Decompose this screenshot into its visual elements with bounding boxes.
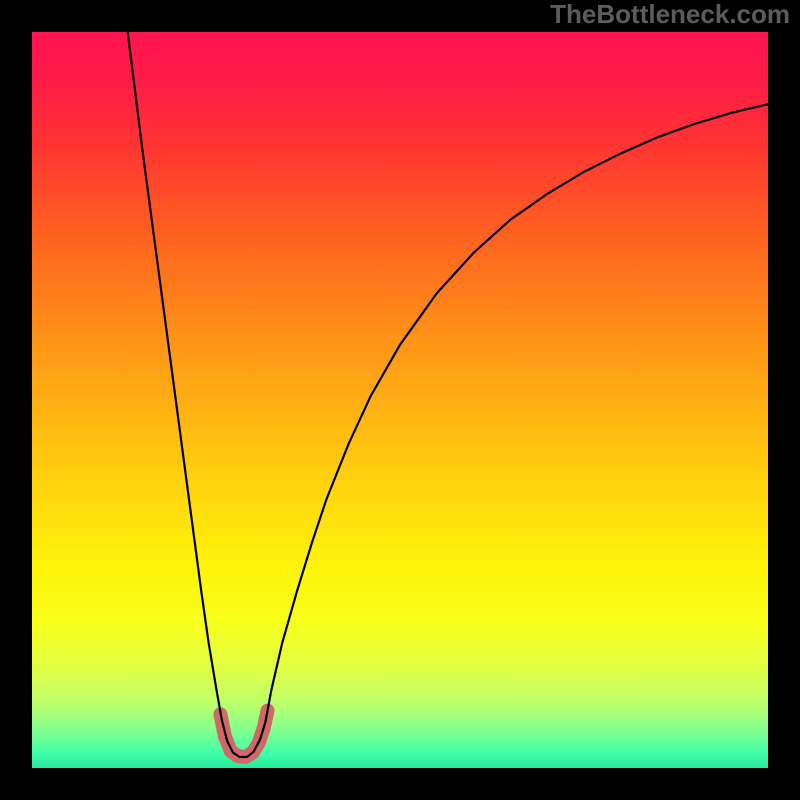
bottleneck-chart	[0, 0, 800, 800]
chart-stage: TheBottleneck.com	[0, 0, 800, 800]
watermark-text: TheBottleneck.com	[550, 0, 790, 29]
